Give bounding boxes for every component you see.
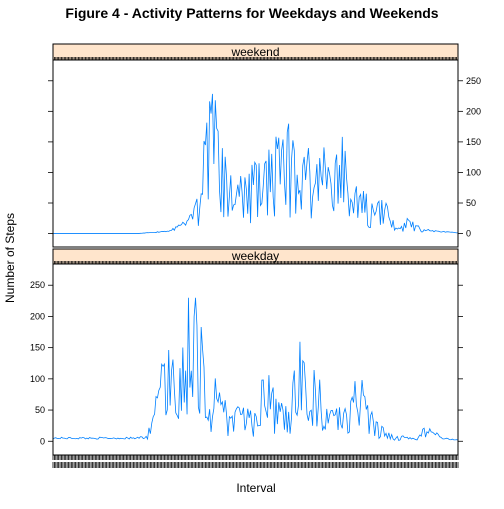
strip-label-weekday: weekday bbox=[231, 249, 279, 263]
y-tick-label-weekend: 100 bbox=[466, 167, 481, 177]
y-tick-label-weekday: 250 bbox=[30, 280, 45, 290]
y-tick-label-weekday: 50 bbox=[35, 405, 45, 415]
chart-title: Figure 4 - Activity Patterns for Weekday… bbox=[65, 5, 438, 21]
y-tick-label-weekend: 50 bbox=[466, 198, 476, 208]
panels: weekend 0 50 100 150 200 250 weekday 0 50 100 150 20… bbox=[30, 43, 481, 456]
panel-weekday: weekday 0 50 100 150 200 250 bbox=[30, 248, 463, 456]
y-tick-label-weekday: 0 bbox=[40, 436, 45, 446]
y-tick-label-weekday: 150 bbox=[30, 343, 45, 353]
x-axis-ticks bbox=[52, 455, 459, 468]
panel-frame-weekday bbox=[52, 263, 459, 456]
y-tick-label-weekday: 200 bbox=[30, 311, 45, 321]
y-tick-label-weekend: 150 bbox=[466, 137, 481, 147]
y-tick-label-weekend: 0 bbox=[466, 229, 471, 239]
strip-label-weekend: weekend bbox=[230, 45, 279, 59]
x-axis-label: Interval bbox=[236, 481, 275, 495]
y-tick-label-weekday: 100 bbox=[30, 374, 45, 384]
y-axis-label: Number of Steps bbox=[3, 213, 17, 303]
y-tick-label-weekend: 250 bbox=[466, 76, 481, 86]
panel-weekend: weekend 0 50 100 150 200 250 bbox=[48, 43, 481, 248]
series-line-weekday bbox=[52, 297, 459, 441]
series-line-weekend bbox=[53, 93, 459, 234]
panel-frame-weekend bbox=[52, 59, 459, 248]
y-tick-label-weekend: 200 bbox=[466, 106, 481, 116]
